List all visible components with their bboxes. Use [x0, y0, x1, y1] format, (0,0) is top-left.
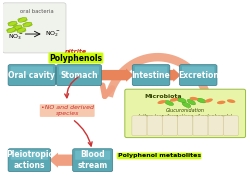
FancyBboxPatch shape [146, 116, 162, 136]
FancyBboxPatch shape [75, 151, 110, 160]
Ellipse shape [8, 21, 17, 26]
FancyBboxPatch shape [181, 67, 214, 75]
Text: Intestine: Intestine [131, 71, 170, 80]
Text: Polyphenol metabolites: Polyphenol metabolites [117, 153, 200, 158]
Ellipse shape [13, 26, 22, 29]
FancyBboxPatch shape [192, 116, 207, 136]
FancyBboxPatch shape [177, 116, 192, 136]
Ellipse shape [186, 99, 195, 105]
Ellipse shape [182, 102, 190, 108]
FancyBboxPatch shape [8, 65, 55, 86]
Ellipse shape [7, 28, 16, 33]
FancyBboxPatch shape [131, 116, 146, 136]
Ellipse shape [13, 25, 22, 30]
Ellipse shape [176, 98, 186, 102]
Text: Excretion: Excretion [177, 71, 218, 80]
Text: •NO and derived
species: •NO and derived species [40, 105, 93, 116]
Ellipse shape [18, 17, 27, 22]
Text: oral bacteria: oral bacteria [20, 9, 54, 14]
FancyBboxPatch shape [124, 89, 244, 138]
Ellipse shape [23, 23, 32, 26]
Ellipse shape [8, 22, 17, 26]
Text: Blood
stream: Blood stream [77, 150, 107, 170]
Text: nitrite: nitrite [64, 50, 87, 54]
Ellipse shape [216, 101, 224, 104]
FancyArrow shape [100, 68, 133, 82]
Ellipse shape [164, 101, 173, 105]
Ellipse shape [157, 100, 165, 104]
Ellipse shape [16, 28, 26, 32]
FancyArrow shape [49, 153, 74, 168]
Ellipse shape [23, 22, 32, 27]
FancyBboxPatch shape [179, 65, 216, 86]
FancyBboxPatch shape [10, 67, 53, 75]
Text: Polyphenols: Polyphenols [49, 53, 102, 63]
FancyBboxPatch shape [53, 67, 59, 84]
Text: Glucuronidation
(other transformations of polyphenols): Glucuronidation (other transformations o… [138, 108, 232, 119]
FancyBboxPatch shape [56, 65, 101, 86]
FancyBboxPatch shape [3, 3, 66, 53]
FancyBboxPatch shape [222, 116, 238, 136]
Ellipse shape [17, 28, 25, 33]
FancyBboxPatch shape [8, 149, 50, 172]
Text: Microbiota: Microbiota [144, 94, 181, 99]
Text: $\mathrm{NO_2^-}$: $\mathrm{NO_2^-}$ [45, 29, 60, 39]
FancyBboxPatch shape [207, 116, 222, 136]
FancyBboxPatch shape [10, 151, 48, 160]
Ellipse shape [6, 28, 16, 32]
Ellipse shape [226, 99, 234, 103]
FancyBboxPatch shape [162, 116, 177, 136]
Text: Oral cavity: Oral cavity [8, 71, 55, 80]
Ellipse shape [189, 97, 198, 100]
Text: Pleiotropic
actions: Pleiotropic actions [6, 150, 53, 170]
Text: $\mathrm{NO_3^-}$: $\mathrm{NO_3^-}$ [8, 33, 23, 42]
FancyBboxPatch shape [72, 149, 112, 172]
Ellipse shape [204, 98, 212, 103]
Polygon shape [104, 53, 212, 107]
FancyBboxPatch shape [59, 67, 98, 75]
Ellipse shape [18, 18, 27, 22]
FancyArrow shape [168, 68, 180, 82]
Text: Stomach: Stomach [60, 71, 98, 80]
FancyBboxPatch shape [134, 67, 167, 75]
FancyBboxPatch shape [132, 65, 169, 86]
Ellipse shape [169, 98, 177, 102]
Ellipse shape [196, 98, 205, 103]
